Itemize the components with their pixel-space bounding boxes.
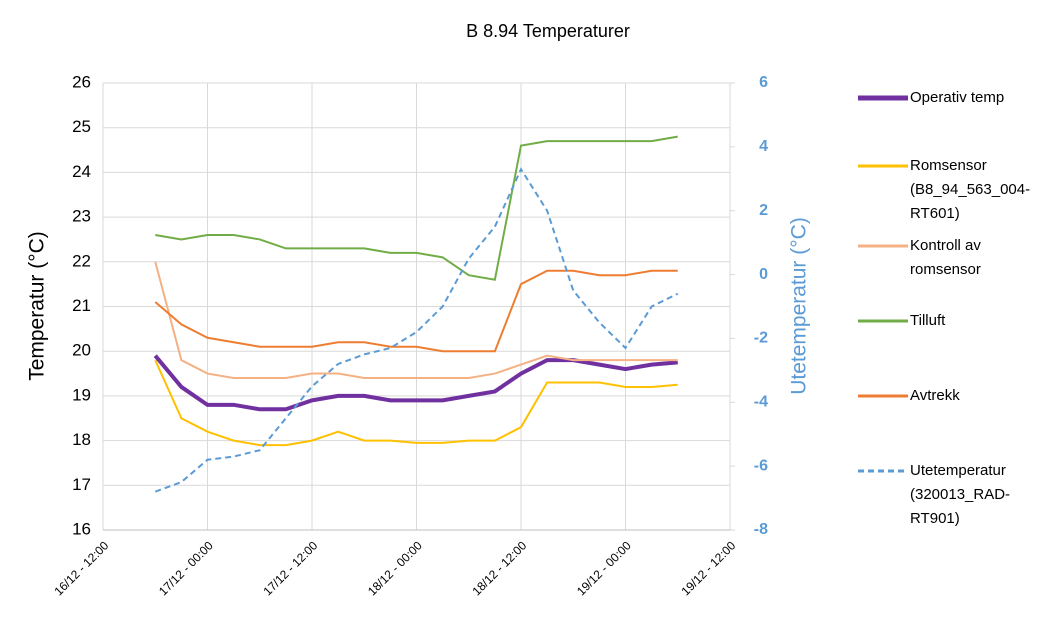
x-tick-label: 17/12 - 12:00 — [260, 538, 320, 598]
legend-label: Kontroll av romsensor — [910, 237, 981, 278]
x-tick-label: 19/12 - 00:00 — [574, 538, 634, 598]
y-tick-label: 16 — [72, 519, 91, 538]
y2-axis-label: Utetemperatur (°C) — [788, 217, 811, 395]
y2-tick-label: -8 — [754, 521, 768, 538]
chart-title: B 8.94 Temperaturer — [466, 21, 630, 41]
x-tick-label: 16/12 - 12:00 — [51, 538, 111, 598]
y-tick-label: 20 — [72, 341, 91, 360]
y2-tick-label: 0 — [759, 266, 768, 283]
y2-tick-label: 2 — [759, 202, 768, 219]
y2-tick-label: 6 — [759, 74, 768, 91]
legend-label: Romsensor (B8_94_563_004-RT601) — [910, 157, 1031, 222]
y-tick-label: 18 — [72, 430, 91, 449]
series-line — [154, 261, 678, 380]
series-line — [154, 359, 678, 447]
x-tick-label: 17/12 - 00:00 — [156, 538, 216, 598]
y2-tick-label: -4 — [754, 394, 768, 411]
y-axis-label: Temperatur (°C) — [26, 231, 49, 381]
legend-label: Tilluft — [910, 312, 946, 329]
legend-label: Avtrekk — [910, 387, 960, 404]
legend-label: Operativ temp — [910, 89, 1005, 106]
series-line — [155, 135, 678, 281]
series-line — [154, 167, 679, 493]
y2-tick-label: -2 — [754, 330, 768, 347]
y-tick-label: 24 — [72, 162, 91, 181]
y-tick-label: 21 — [72, 296, 91, 315]
legend-label: Utetemperatur (320013_RAD-RT901) — [910, 462, 1011, 527]
y-tick-label: 23 — [72, 207, 91, 226]
x-tick-label: 18/12 - 12:00 — [469, 538, 529, 598]
y-tick-label: 17 — [72, 475, 91, 494]
x-tick-label: 18/12 - 00:00 — [365, 538, 425, 598]
y-tick-label: 25 — [72, 117, 91, 136]
y-tick-label: 19 — [72, 385, 91, 404]
series-line — [154, 269, 678, 353]
series-line — [153, 354, 678, 412]
y-tick-label: 26 — [72, 72, 91, 91]
y2-tick-label: 4 — [759, 138, 768, 155]
x-tick-label: 19/12 - 12:00 — [678, 538, 738, 598]
y-tick-label: 22 — [72, 251, 91, 270]
y2-tick-label: -6 — [754, 457, 768, 474]
